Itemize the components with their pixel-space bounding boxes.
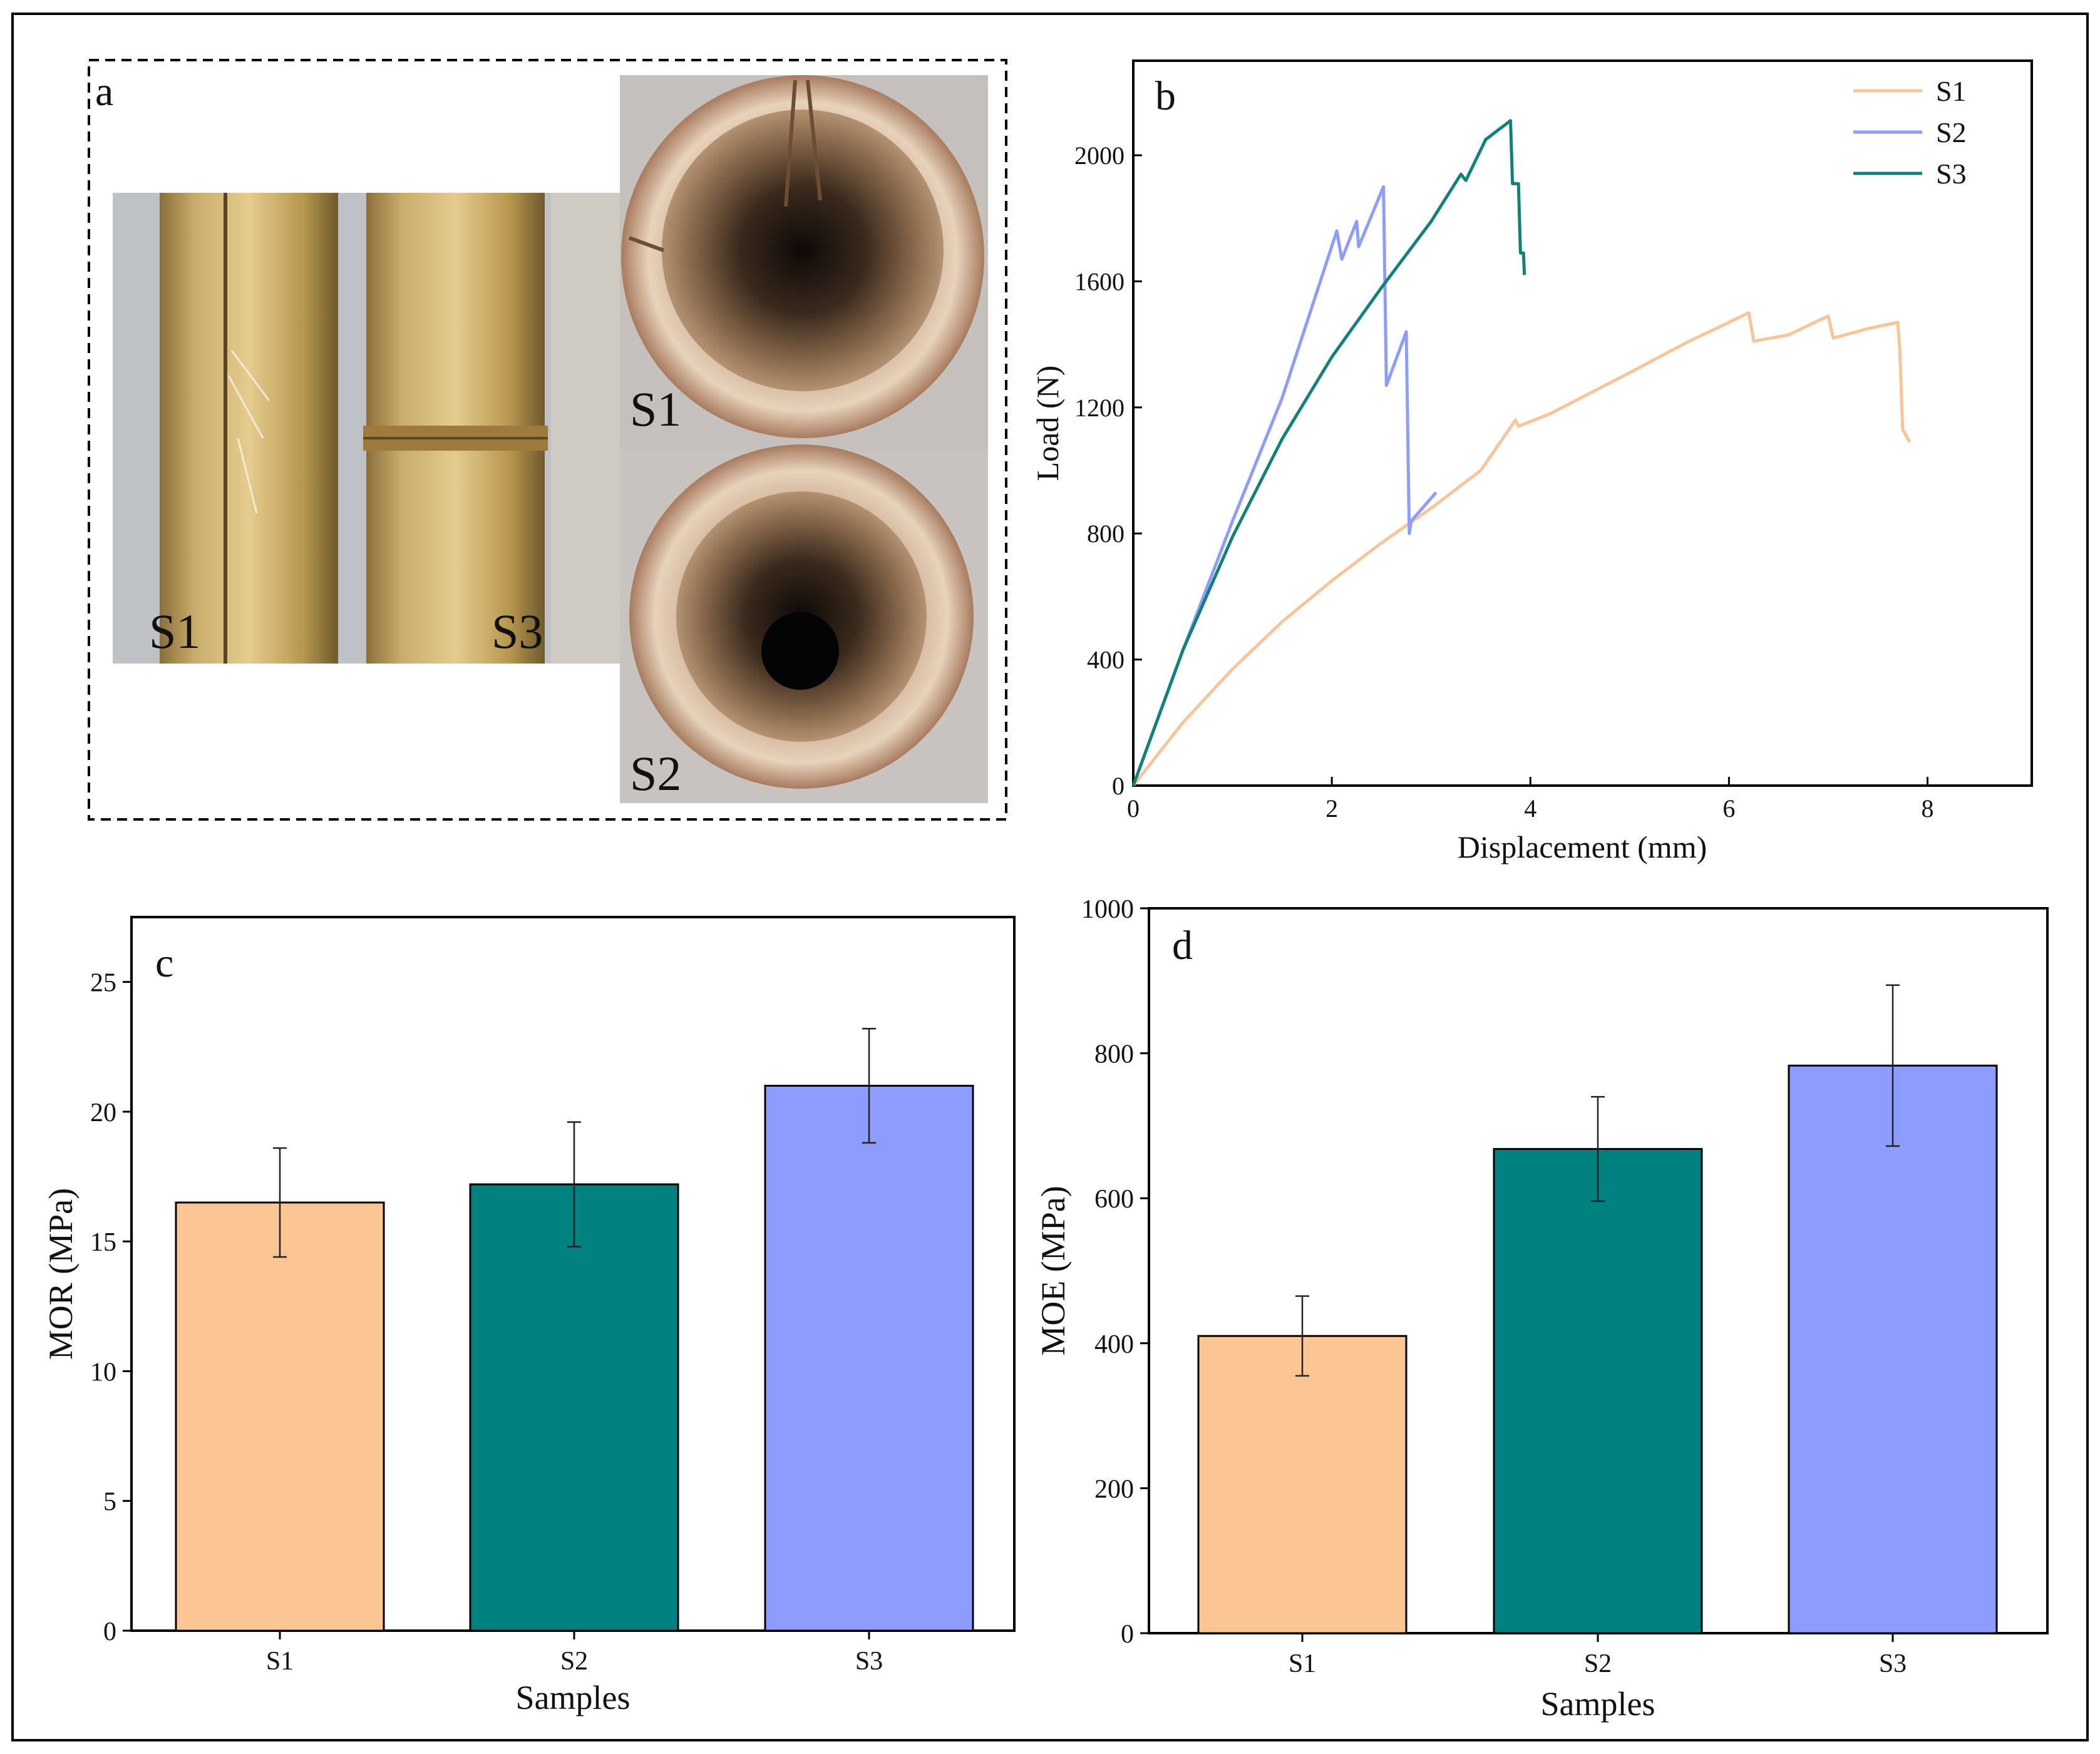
b-ytick-label: 2000	[1074, 141, 1125, 170]
d-xtick-label-s3: S3	[1879, 1649, 1907, 1678]
c-ytick-label: 20	[90, 1099, 116, 1127]
legend-label-s2: S2	[1936, 116, 1967, 148]
photo-label-s2-end: S2	[630, 746, 681, 801]
panel-c-bars: S1 S2 S3	[175, 1028, 974, 1676]
panel-b-ylabel: Load (N)	[1030, 366, 1065, 481]
d-ytick-label: 600	[1094, 1185, 1134, 1214]
culm-s1-splinters	[227, 350, 270, 514]
b-xtick-label: 4	[1524, 794, 1536, 823]
d-bar-s2	[1493, 1147, 1703, 1634]
end-s2-core	[761, 612, 839, 690]
c-bar-s1	[175, 1201, 385, 1632]
panel-a-photographs: a S1 S3 S1 S2	[88, 59, 1007, 821]
panel-d-moe: d 0 200 400 600 800 1000 S1 S2 S3 Samples MOE (…	[1034, 895, 2049, 1723]
photo-wood-surface	[551, 193, 620, 664]
d-bar-s1	[1197, 1335, 1408, 1634]
legend-label-s1: S1	[1936, 75, 1967, 107]
panel-b-legend: S1 S2 S3	[1853, 75, 1967, 190]
series-line-s1	[1132, 311, 1912, 787]
d-ytick-label: 200	[1094, 1475, 1134, 1504]
c-ytick-label: 0	[103, 1618, 116, 1646]
panel-label-a: a	[95, 69, 113, 115]
b-xtick-label: 0	[1127, 794, 1140, 823]
panel-label-b: b	[1155, 73, 1176, 119]
d-bar-s3	[1788, 1064, 1998, 1634]
end-view-photo-s1: S1	[620, 75, 988, 449]
c-xtick-label-s1: S1	[266, 1647, 294, 1676]
end-s1-crack	[628, 79, 822, 252]
c-xtick-label-s3: S3	[855, 1647, 883, 1676]
photo-label-s1-end: S1	[630, 382, 681, 436]
end-view-photo-s2: S2	[620, 444, 988, 803]
figure-border	[11, 13, 2089, 1741]
b-xtick-label: 8	[1922, 794, 1934, 823]
series-line-s2	[1131, 185, 1438, 786]
panel-c-ticks: 0 5 10 15 20 25	[90, 969, 131, 1646]
c-ytick-label: 5	[103, 1488, 116, 1517]
c-bar-s3	[764, 1084, 974, 1632]
c-ytick-label: 15	[90, 1228, 116, 1257]
photo-label-s1-side: S1	[149, 604, 200, 659]
panel-d-bars: S1 S2 S3	[1197, 984, 1998, 1678]
panel-d-ticks: 0 200 400 600 800 1000	[1081, 895, 1149, 1649]
d-ytick-label: 0	[1121, 1620, 1134, 1649]
b-xtick-label: 2	[1325, 794, 1338, 823]
panel-b-xlabel: Displacement (mm)	[1458, 829, 1707, 864]
series-line-s3	[1131, 119, 1526, 786]
b-xtick-label: 6	[1722, 794, 1735, 823]
panel-b-frame	[1132, 59, 2033, 787]
panel-c-mor: c 0 5 10 15 20 25 S1 S2 S3 Samples MOR (MPa)	[42, 916, 1016, 1716]
panel-c-ylabel: MOR (MPa)	[42, 1188, 80, 1360]
panel-b-ticks: 0 2 4 6 8 0 400 800 1200 1600 2000	[1074, 141, 1934, 823]
c-ytick-label: 25	[90, 969, 116, 998]
panel-d-xlabel: Samples	[1541, 1685, 1655, 1723]
b-ytick-label: 1200	[1074, 394, 1125, 422]
c-xtick-label-s2: S2	[560, 1647, 588, 1676]
side-view-photo: S1 S3	[113, 193, 620, 664]
d-ytick-label: 800	[1094, 1040, 1134, 1069]
culm-s1	[160, 193, 338, 664]
legend-label-s3: S3	[1936, 158, 1967, 190]
b-ytick-label: 400	[1087, 646, 1125, 674]
panel-b-load-displacement: b 0 2 4 6 8 0 400 800 1200 1600 2000 S1 S2 S3 Displa…	[1030, 59, 2033, 864]
b-ytick-label: 0	[1112, 772, 1125, 800]
c-bar-s2	[469, 1183, 679, 1632]
b-ytick-label: 1600	[1074, 267, 1125, 295]
end-s1-hole	[662, 110, 944, 391]
panel-label-d: d	[1172, 923, 1193, 968]
panel-a-dashed-frame	[88, 59, 1007, 821]
d-xtick-label-s1: S1	[1289, 1649, 1316, 1678]
panel-label-c: c	[155, 940, 173, 986]
photo-label-s3-side: S3	[492, 604, 543, 659]
d-ytick-label: 1000	[1081, 895, 1134, 924]
d-ytick-label: 400	[1094, 1330, 1134, 1359]
panel-d-ylabel: MOE (MPa)	[1034, 1186, 1072, 1355]
b-ytick-label: 800	[1087, 520, 1125, 548]
d-xtick-label-s2: S2	[1584, 1649, 1612, 1678]
panel-b-series	[1131, 119, 1912, 787]
panel-c-xlabel: Samples	[516, 1679, 631, 1716]
c-ytick-label: 10	[90, 1358, 116, 1387]
